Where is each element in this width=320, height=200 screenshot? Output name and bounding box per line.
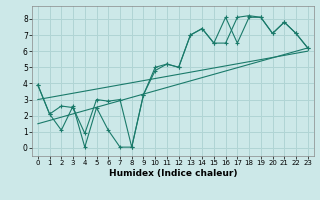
- X-axis label: Humidex (Indice chaleur): Humidex (Indice chaleur): [108, 169, 237, 178]
